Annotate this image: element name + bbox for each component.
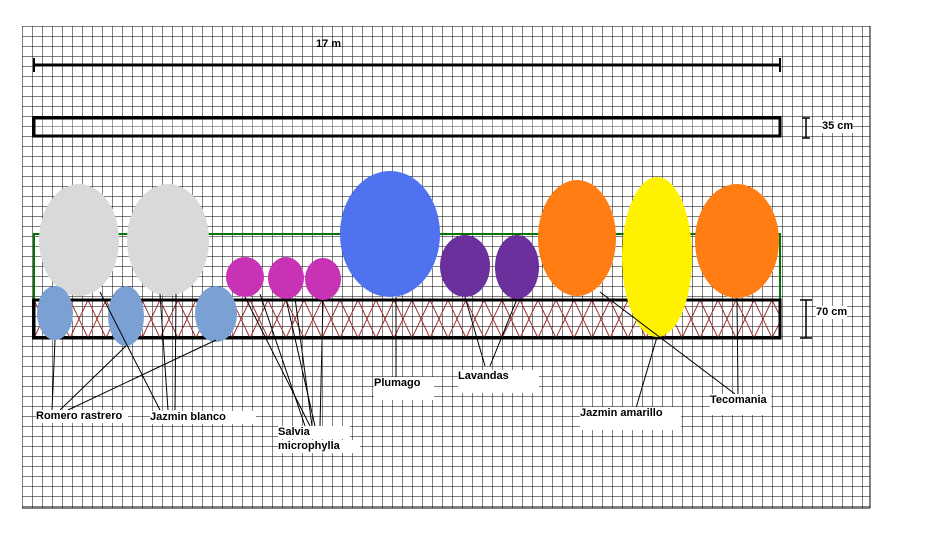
salvia-plant-2 xyxy=(268,257,304,299)
romero-rastrero-plant-3 xyxy=(195,286,237,342)
bed-width-label: 70 cm xyxy=(816,306,848,319)
lavanda-plant-2 xyxy=(495,235,539,299)
path-strip xyxy=(32,116,782,138)
tecomania-plant-2 xyxy=(695,184,779,298)
leader-lines xyxy=(51,291,739,427)
label-lavandas: Lavandas xyxy=(458,370,539,393)
jazmin-amarillo-plant xyxy=(622,177,692,337)
label-salvia-line1: Salvia xyxy=(278,426,350,439)
label-tecomania: Tecomania xyxy=(710,394,771,415)
label-jazmin-blanco: Jazmin blanco xyxy=(150,411,256,424)
length-dimension-line xyxy=(33,58,781,72)
label-jazmin-amarillo: Jazmin amarillo xyxy=(580,407,681,430)
path-width-bracket xyxy=(802,117,810,139)
lavanda-plant-1 xyxy=(440,235,490,297)
label-romero-rastrero: Romero rastrero xyxy=(36,410,129,423)
label-salvia-line2: microphylla xyxy=(278,440,360,453)
label-plumago: Plumago xyxy=(374,377,435,400)
plumago-plant xyxy=(340,171,440,297)
romero-rastrero-plant-1 xyxy=(37,286,73,340)
salvia-plant-1 xyxy=(226,257,264,297)
jazmin-blanco-plant-1 xyxy=(39,184,119,296)
romero-rastrero-plant-2 xyxy=(108,286,144,346)
length-label: 17 m xyxy=(316,38,342,50)
planting-bed xyxy=(32,298,782,340)
salvia-plant-3 xyxy=(305,258,341,300)
jazmin-blanco-plant-2 xyxy=(127,184,209,296)
path-width-label: 35 cm xyxy=(822,120,854,133)
tecomania-plant-1 xyxy=(538,180,616,296)
bed-width-bracket xyxy=(800,299,812,339)
